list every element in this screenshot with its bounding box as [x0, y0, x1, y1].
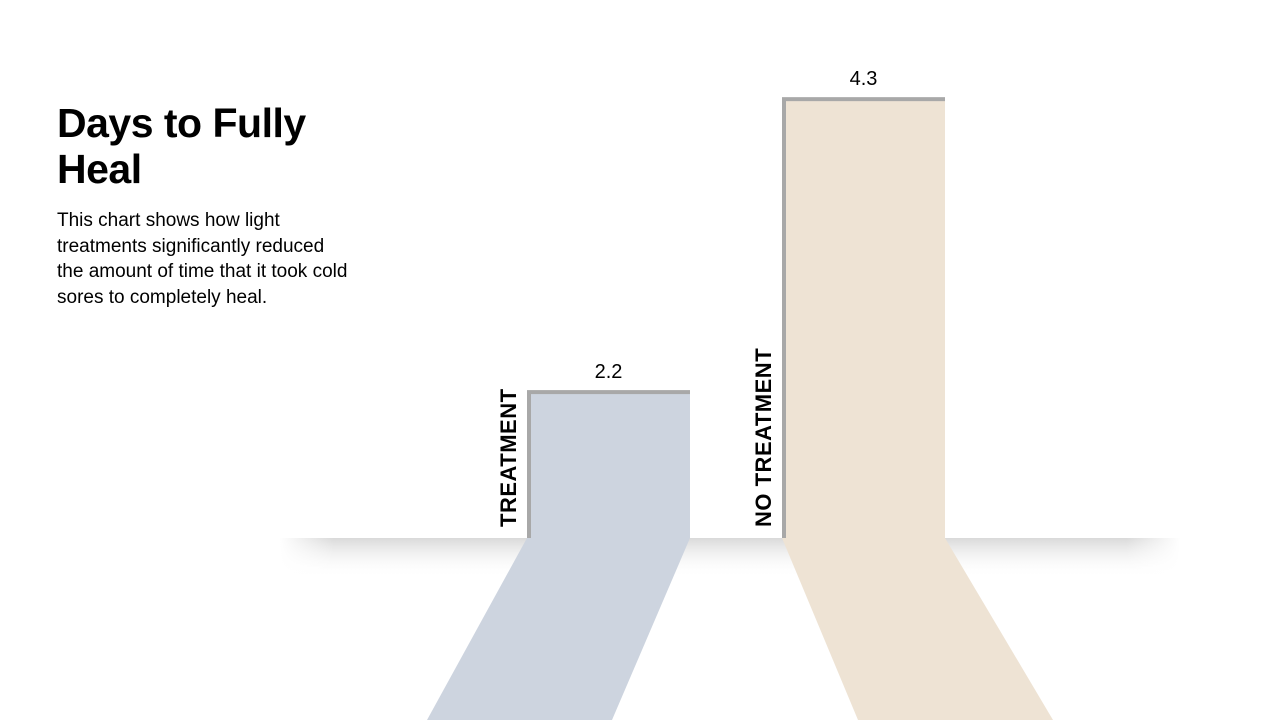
- description-line: the amount of time that it took cold: [57, 261, 348, 282]
- bar-reflection: [427, 538, 690, 720]
- floor-shadow: [280, 538, 1180, 578]
- category-label: NO TREATMENT: [751, 348, 776, 527]
- data-label: 4.3: [850, 68, 878, 90]
- bar-reflection: [782, 538, 1053, 720]
- category-label: TREATMENT: [496, 388, 521, 527]
- description-line: treatments significantly reduced: [57, 235, 325, 257]
- chart-title: Days to Fully Heal: [57, 100, 306, 192]
- description-line: sores to completely heal.: [57, 286, 268, 308]
- data-label: 2.2: [595, 361, 623, 383]
- chart-description: This chart shows how light treatments si…: [57, 208, 347, 310]
- bar: [531, 394, 690, 538]
- bar: [786, 101, 945, 539]
- description-line: This chart shows how light: [57, 210, 280, 231]
